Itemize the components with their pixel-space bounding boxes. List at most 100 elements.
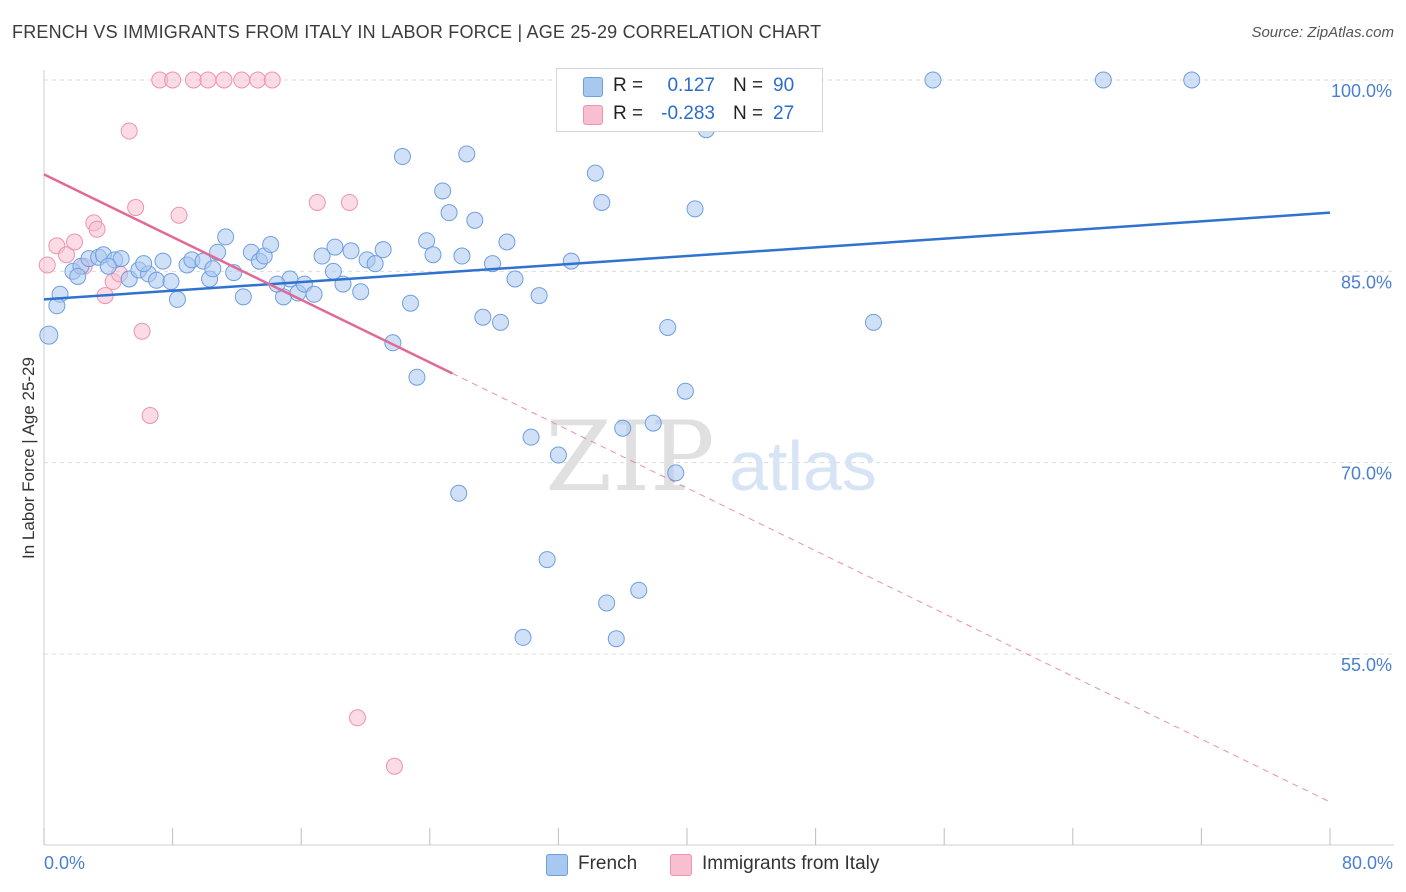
data-point [864,313,882,331]
x-tick-label: 0.0% [44,853,85,873]
data-point [924,71,942,89]
data-point [215,71,233,89]
french-r-label: R = [613,75,644,96]
data-point [162,273,180,291]
y-tick-label: 100.0% [1331,81,1392,101]
data-point [530,287,548,305]
french-legend-swatch [546,854,568,876]
source-label: Source: ZipAtlas.com [1251,24,1394,41]
french-n-label: N = [733,75,764,96]
data-point [168,290,186,308]
data-point [686,200,704,218]
italy-r-label: R = [613,103,644,124]
italy-r-value: -0.283 [661,103,715,124]
grid-lines [44,79,1394,655]
data-point [374,241,392,259]
data-point [58,246,76,264]
data-point [474,308,492,326]
data-point [48,297,66,315]
data-point [141,406,159,424]
data-point [424,246,442,264]
y-tick-label: 85.0% [1341,272,1392,292]
x-tick-label: 80.0% [1342,853,1393,873]
data-point [607,630,625,648]
data-point [514,628,532,646]
italy-legend-swatch [670,854,692,876]
y-tick-label: 70.0% [1341,464,1392,484]
data-point [492,313,510,331]
data-point [408,368,426,386]
series-legend: French Immigrants from Italy [0,852,1406,878]
data-point [249,71,267,89]
data-point [69,267,87,285]
data-point [342,242,360,260]
data-point [418,232,436,250]
data-point [133,322,151,340]
data-point [598,594,616,612]
italy-swatch [583,105,603,125]
data-point [450,484,468,502]
data-point [154,252,172,270]
data-point [305,285,323,303]
data-point [458,145,476,163]
data-point [127,199,145,217]
data-point [39,325,59,345]
data-point [1094,71,1112,89]
data-point [88,220,106,238]
data-point [366,255,384,273]
italy-trend-line [43,173,453,375]
italy-n-label: N = [733,103,764,124]
data-point [614,419,632,437]
data-point [466,211,484,229]
data-point [562,252,580,270]
data-point [308,193,326,211]
data-point [262,236,280,254]
data-point [263,71,281,89]
data-point [522,428,540,446]
y-tick-label: 55.0% [1341,655,1392,675]
axes [43,70,1394,846]
data-point [644,414,662,432]
data-point [112,250,130,268]
italy-n-value: 27 [773,103,795,124]
data-point [630,581,648,599]
watermark-zip: ZIP [545,401,714,513]
data-point [66,233,84,251]
data-point [184,71,202,89]
data-point [313,247,331,265]
french-points [39,71,1201,648]
data-point [506,270,524,288]
data-point [667,464,685,482]
trend-lines [43,173,1331,803]
french-trend-line [43,211,1331,301]
chart-title: FRENCH VS IMMIGRANTS FROM ITALY IN LABOR… [12,22,822,42]
french-n-value: 90 [773,75,795,96]
data-point [170,206,188,224]
data-point [352,283,370,301]
data-point [453,247,471,265]
data-point [440,204,458,222]
data-point [549,446,567,464]
french-swatch [583,77,603,97]
data-point [324,262,342,280]
data-point [434,182,452,200]
data-point [99,257,117,275]
tick-labels: 55.0% 70.0% 85.0% 100.0% 0.0% 80.0% [44,81,1393,873]
data-point [340,193,358,211]
data-point [326,238,344,256]
data-point [498,233,516,251]
data-point [199,71,217,89]
data-point [217,228,235,246]
legend-row-french: R = 0.127 N = 90 [557,73,822,99]
data-point [234,288,252,306]
data-point [586,164,604,182]
stats-legend: R = 0.127 N = 90 R = -0.283 N = 27 [556,68,823,132]
data-point [393,148,411,166]
data-point [204,260,222,278]
data-point [593,193,611,211]
data-point [348,709,366,727]
data-point [538,551,556,569]
italy-legend-label: Immigrants from Italy [702,853,880,874]
data-point [120,122,138,140]
